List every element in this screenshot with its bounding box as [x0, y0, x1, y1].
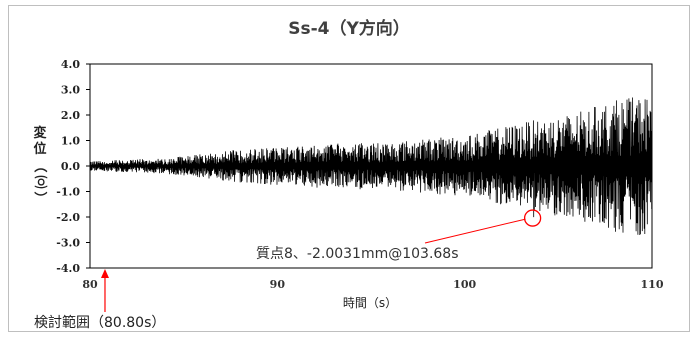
- x-tick-label: 110: [641, 278, 664, 291]
- y-axis-label-char: ）: [32, 191, 48, 204]
- y-tick-label: 2.0: [61, 109, 80, 122]
- y-tick-label: -2.0: [56, 211, 80, 224]
- annotation-leader-line: [424, 218, 526, 244]
- y-axis-label-char: 変: [33, 125, 46, 141]
- y-tick-label: 3.0: [61, 84, 80, 97]
- y-tick-label: -3.0: [56, 237, 80, 250]
- y-tick-label: -1.0: [56, 186, 80, 199]
- y-tick-label: -4.0: [56, 262, 80, 275]
- x-axis-ticks: 80 90 100 110: [82, 278, 663, 291]
- y-axis-ticks: 4.0 3.0 2.0 1.0 0.0 -1.0 -2.0 -3.0 -4.0: [56, 58, 90, 275]
- x-tick-label: 100: [453, 278, 476, 291]
- peak-annotation: 質点8、-2.0031mm@103.68s: [256, 246, 459, 262]
- y-tick-label: 0.0: [61, 160, 80, 173]
- y-axis-label: 変位 （ ㈇ ）: [32, 125, 48, 205]
- y-tick-label: 1.0: [61, 135, 80, 148]
- x-tick-label: 80: [82, 278, 98, 291]
- x-axis-label: 時間（s）: [343, 296, 397, 310]
- chart-title: Ss-4（Y方向）: [288, 18, 410, 39]
- peak-marker-circle: [523, 209, 542, 227]
- range-arrow-head-icon: [100, 269, 109, 278]
- displacement-series-line: [89, 97, 653, 236]
- y-tick-label: 4.0: [61, 58, 80, 71]
- y-axis-label-char: ㈇: [32, 175, 48, 188]
- y-axis-label-char: （: [32, 159, 48, 172]
- x-tick-label: 90: [270, 278, 286, 291]
- y-axis-label-char: 位: [33, 141, 46, 157]
- range-label: 検討範囲（80.80s）: [34, 314, 165, 331]
